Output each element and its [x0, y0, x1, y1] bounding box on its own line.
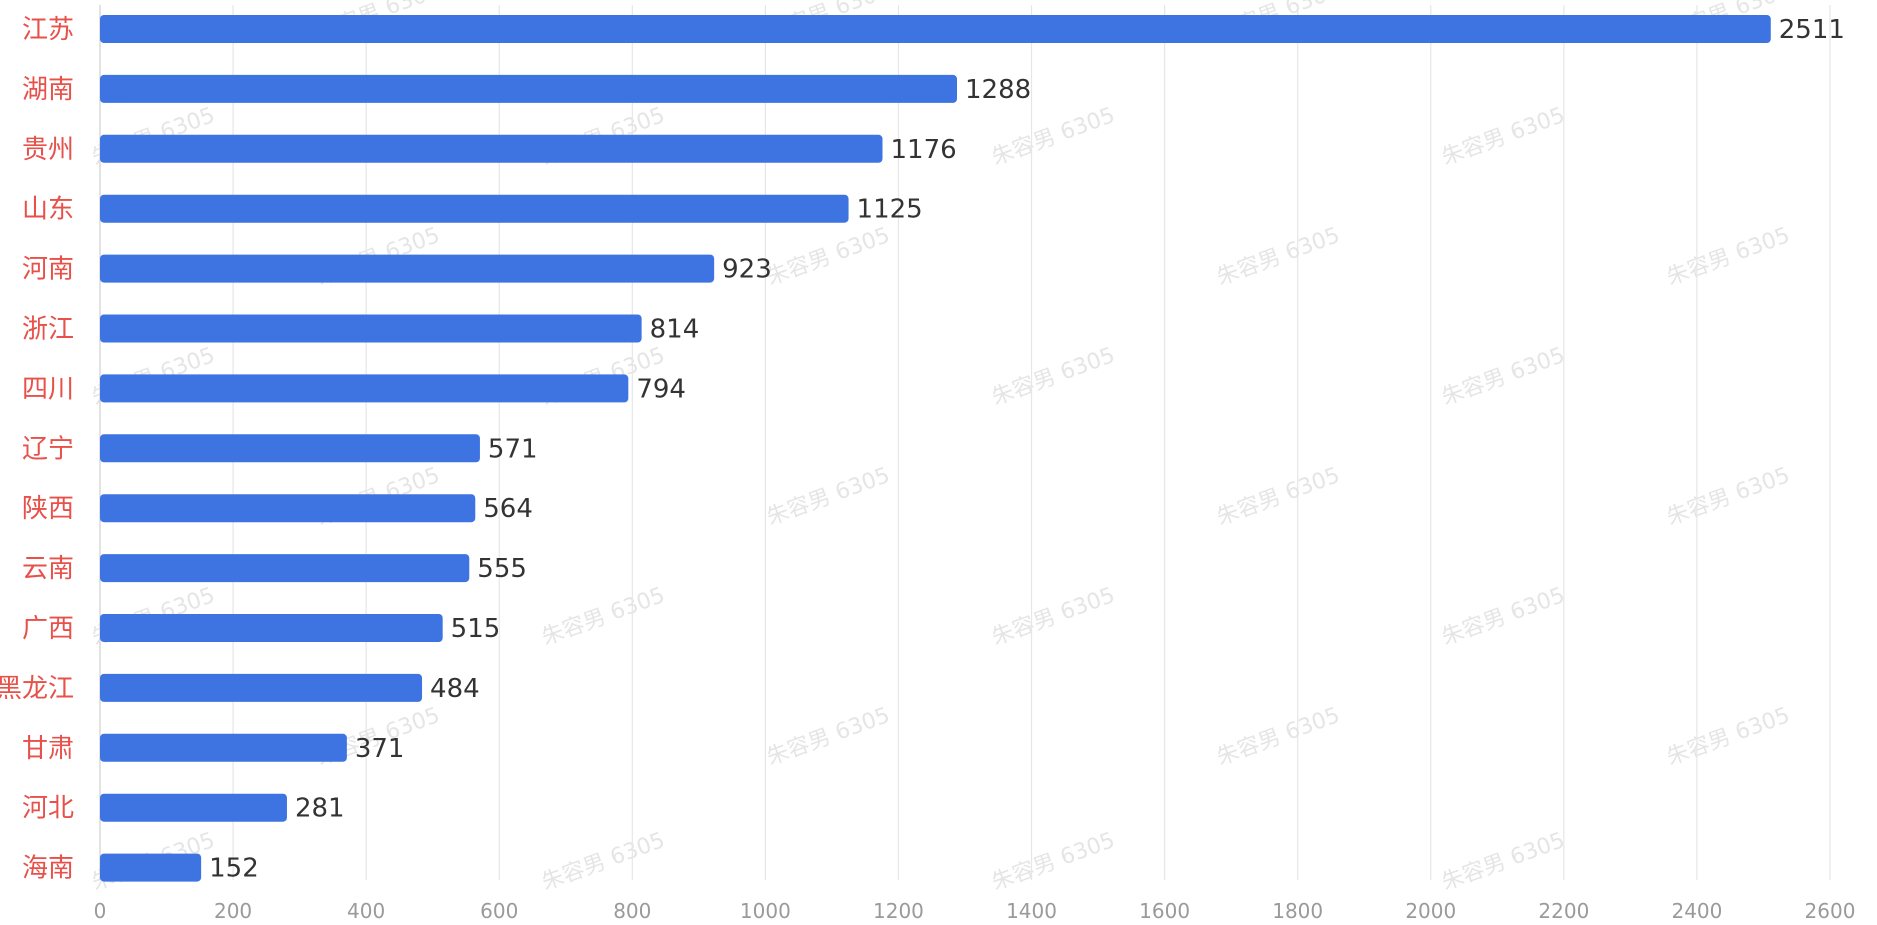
watermark-text: 朱容男 6305 [764, 223, 894, 291]
category-label: 海南 [22, 854, 74, 884]
bar-value-label: 515 [451, 614, 501, 644]
x-tick-label: 2600 [1805, 899, 1856, 923]
watermark-text: 朱容男 6305 [1214, 223, 1344, 291]
bar-value-label: 571 [488, 434, 538, 464]
bar-value-label: 371 [355, 734, 405, 764]
x-tick-label: 2000 [1405, 899, 1456, 923]
watermark-text: 朱容男 6305 [764, 703, 894, 771]
bar-value-label: 1288 [965, 75, 1031, 105]
watermark-text: 朱容男 6305 [989, 343, 1119, 411]
bar-value-label: 555 [477, 554, 527, 584]
bar-value-label: 794 [636, 374, 686, 404]
bar[interactable] [100, 853, 202, 882]
bar-value-label: 2511 [1779, 15, 1845, 45]
category-label: 云南 [22, 554, 74, 584]
x-tick-label: 400 [347, 899, 385, 923]
watermark-text: 朱容男 6305 [1439, 343, 1569, 411]
category-label: 山东 [22, 195, 74, 225]
category-label: 广西 [22, 614, 74, 644]
bar[interactable] [100, 194, 849, 223]
bar[interactable] [100, 494, 476, 523]
bar-value-label: 814 [650, 315, 700, 345]
x-tick-label: 800 [613, 899, 651, 923]
category-label: 江苏 [22, 15, 74, 45]
bar[interactable] [100, 15, 1771, 43]
x-tick-label: 1200 [873, 899, 924, 923]
x-tick-label: 2400 [1671, 899, 1722, 923]
watermark-text: 朱容男 6305 [764, 463, 894, 531]
watermark-text: 朱容男 6305 [989, 103, 1119, 171]
value-axis: 0 200 400 600 800 1000 1200 1400 1600 1800 2000 220… [94, 899, 1856, 923]
bar[interactable] [100, 673, 423, 702]
category-label: 辽宁 [22, 434, 74, 464]
category-label: 湖南 [22, 75, 74, 105]
watermark-text: 朱容男 6305 [989, 828, 1119, 896]
bar[interactable] [100, 254, 715, 283]
bar[interactable] [100, 793, 287, 822]
category-label: 河北 [22, 794, 74, 824]
bar[interactable] [100, 374, 629, 403]
watermark-text: 朱容男 6305 [1214, 703, 1344, 771]
bar-series [100, 15, 1771, 882]
bar-value-label: 1176 [890, 135, 956, 165]
x-tick-label: 600 [480, 899, 518, 923]
category-label: 陕西 [22, 494, 74, 524]
x-tick-label: 1800 [1272, 899, 1323, 923]
x-tick-label: 2200 [1538, 899, 1589, 923]
x-tick-label: 1400 [1006, 899, 1057, 923]
bar-value-label: 484 [430, 674, 480, 704]
bar-value-label: 1125 [857, 195, 923, 225]
watermark-text: 朱容男 6305 [1664, 463, 1794, 531]
watermark-text: 朱容男 6305 [1439, 583, 1569, 651]
bar[interactable] [100, 74, 958, 103]
bar[interactable] [100, 614, 443, 642]
watermark-text: 朱容男 6305 [1214, 463, 1344, 531]
watermark-text: 朱容男 6305 [1664, 223, 1794, 291]
x-tick-label: 0 [94, 899, 107, 923]
category-label: 河南 [22, 255, 74, 285]
data-labels: 2511 1288 1176 1125 923 814 794 571 564 555 515 484… [209, 15, 1845, 884]
watermark-text: 朱容男 6305 [1439, 103, 1569, 171]
bar-value-label: 923 [722, 255, 772, 285]
bar[interactable] [100, 314, 642, 343]
x-tick-label: 200 [214, 899, 252, 923]
bar-value-label: 152 [209, 854, 259, 884]
bar[interactable] [100, 554, 470, 583]
bar-value-label: 564 [483, 494, 533, 524]
category-label: 浙江 [22, 315, 74, 345]
bar[interactable] [100, 434, 480, 463]
category-label: 黑龙江 [0, 674, 74, 704]
bar[interactable] [100, 134, 883, 163]
watermark-text: 朱容男 6305 [539, 583, 669, 651]
bar[interactable] [100, 733, 347, 762]
x-tick-label: 1600 [1139, 899, 1190, 923]
bar-value-label: 281 [295, 794, 345, 824]
watermark-text: 朱容男 6305 [539, 828, 669, 896]
category-label: 贵州 [22, 135, 74, 165]
x-tick-label: 1000 [740, 899, 791, 923]
category-label: 甘肃 [22, 734, 74, 764]
watermark-text: 朱容男 6305 [989, 583, 1119, 651]
watermark-text: 朱容男 6305 [1664, 703, 1794, 771]
category-label: 四川 [22, 374, 74, 404]
watermark-text: 朱容男 6305 [1439, 828, 1569, 896]
